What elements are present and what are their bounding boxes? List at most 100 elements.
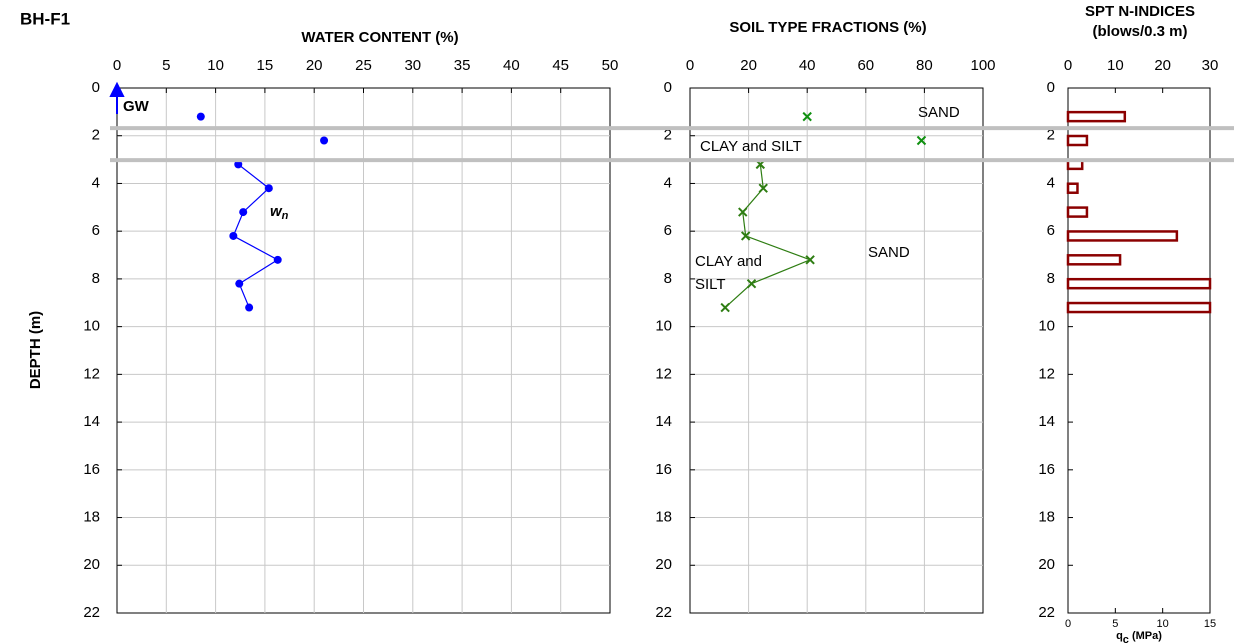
y-tick-label: 2: [1047, 127, 1055, 144]
y-tick-label: 0: [664, 79, 672, 96]
y-tick-label: 12: [1038, 365, 1055, 382]
y-tick-label: 14: [83, 413, 100, 430]
y-tick-label: 14: [1038, 413, 1055, 430]
annotation: SAND: [918, 104, 960, 121]
y-tick-label: 22: [655, 604, 672, 621]
x-tick-label: 45: [552, 57, 569, 74]
x2-axis-label: qc (MPa): [1116, 630, 1162, 644]
x-tick-label: 5: [162, 57, 170, 74]
annotation: CLAY and: [695, 253, 762, 270]
y-tick-label: 8: [92, 270, 100, 287]
data-point: [196, 112, 205, 121]
y-tick-label: 0: [1047, 79, 1055, 96]
y-tick-label: 2: [664, 127, 672, 144]
y-tick-label: 10: [83, 318, 100, 335]
data-point: [740, 231, 751, 241]
panel-title: SOIL TYPE FRACTIONS (%): [729, 19, 926, 36]
data-point: [720, 302, 730, 313]
y-tick-label: 20: [655, 556, 672, 573]
data-point: [320, 136, 329, 145]
panel-title: SPT N-INDICES: [1085, 3, 1195, 20]
data-point: [802, 111, 812, 122]
spt-bar: [1066, 182, 1079, 194]
y-tick-label: 16: [83, 461, 100, 478]
y-tick-label: 22: [1038, 604, 1055, 621]
spt-bar: [1066, 301, 1212, 314]
y-tick-label: 14: [655, 413, 672, 430]
annotation: CLAY and SILT: [700, 138, 802, 155]
annotation: SAND: [868, 244, 910, 261]
spt-bar: [1066, 277, 1212, 290]
y-tick-label: 16: [1038, 461, 1055, 478]
y-tick-label: 6: [664, 222, 672, 239]
y-axis-label: DEPTH (m): [27, 311, 44, 389]
y-tick-label: 8: [664, 270, 672, 287]
data-point: [245, 303, 254, 312]
y-tick-label: 6: [1047, 222, 1055, 239]
y-tick-label: 18: [655, 509, 672, 526]
data-point: [916, 135, 927, 146]
y-tick-label: 10: [1038, 318, 1055, 335]
y-tick-label: 12: [83, 365, 100, 382]
y-tick-label: 18: [83, 509, 100, 526]
y-tick-label: 16: [655, 461, 672, 478]
annotation: SILT: [695, 276, 726, 293]
x2-axis-label-main: q: [1116, 630, 1123, 642]
data-point: [264, 184, 273, 193]
y-tick-label: 10: [655, 318, 672, 335]
data-point: [239, 208, 248, 217]
x2-axis-label-rest: (MPa): [1129, 630, 1162, 642]
data-point: [235, 279, 244, 288]
series-label: wn: [270, 203, 289, 222]
x-tick-label: 10: [207, 57, 224, 74]
data-point: [273, 255, 282, 264]
data-point: [805, 255, 815, 265]
x2-axis-label-sub: c: [1123, 634, 1129, 644]
y-tick-label: 12: [655, 365, 672, 382]
y-tick-label: 0: [92, 79, 100, 96]
spt-bar: [1066, 230, 1179, 242]
y-tick-label: 4: [1047, 174, 1055, 191]
x-tick-label: 30: [404, 57, 421, 74]
spt-bar: [1066, 254, 1122, 266]
x-tick-label: 60: [857, 57, 874, 74]
y-tick-label: 4: [92, 174, 100, 191]
x-tick-label: 100: [970, 57, 995, 74]
series-label-sub: n: [282, 210, 289, 222]
x-tick-label: 50: [602, 57, 619, 74]
data-point: [758, 183, 768, 193]
x-tick-label: 0: [113, 57, 121, 74]
x2-tick-label: 15: [1204, 618, 1216, 630]
spt-bar: [1066, 110, 1127, 123]
x-tick-label: 0: [686, 57, 694, 74]
page-title: BH-F1: [20, 9, 70, 28]
x-tick-label: 0: [1064, 57, 1072, 74]
groundwater-arrow: [109, 81, 125, 114]
spt-bar: [1066, 206, 1089, 218]
x2-tick-label: 5: [1112, 618, 1118, 630]
y-tick-label: 2: [92, 127, 100, 144]
x-tick-label: 35: [454, 57, 471, 74]
plot-area: [689, 87, 984, 614]
data-point: [234, 160, 243, 169]
y-tick-label: 4: [664, 174, 672, 191]
panel-title: (blows/0.3 m): [1092, 23, 1187, 40]
x2-tick-label: 0: [1065, 618, 1071, 630]
x-tick-label: 40: [799, 57, 816, 74]
data-point: [738, 207, 748, 217]
data-point: [229, 231, 238, 240]
x-tick-label: 15: [257, 57, 274, 74]
y-tick-label: 6: [92, 222, 100, 239]
x-tick-label: 25: [355, 57, 372, 74]
panel-title: WATER CONTENT (%): [301, 29, 458, 46]
x-tick-label: 40: [503, 57, 520, 74]
x-tick-label: 20: [1154, 57, 1171, 74]
y-tick-label: 22: [83, 604, 100, 621]
plot-area: [1067, 87, 1211, 614]
x-tick-label: 30: [1202, 57, 1219, 74]
series-label-main: w: [270, 203, 283, 220]
x-tick-label: 10: [1107, 57, 1124, 74]
x2-tick-label: 10: [1157, 618, 1169, 630]
y-tick-label: 8: [1047, 270, 1055, 287]
